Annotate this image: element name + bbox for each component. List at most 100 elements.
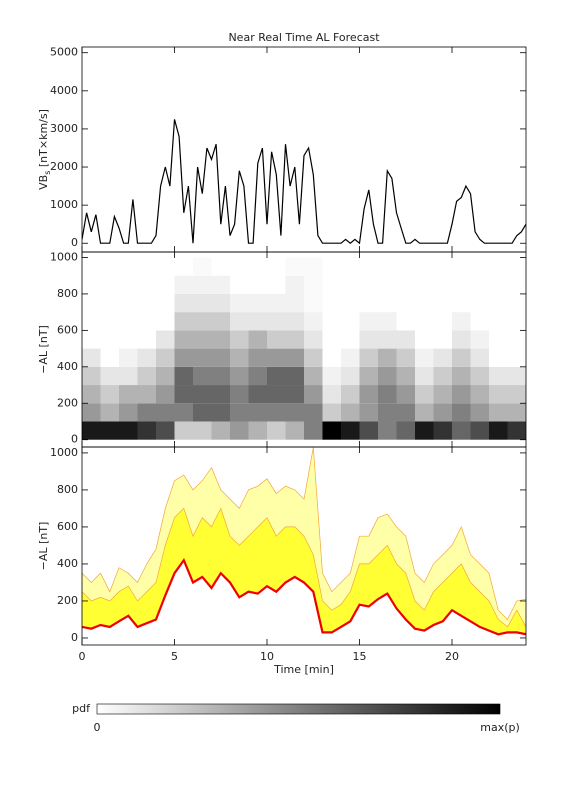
heat-cell bbox=[230, 257, 249, 276]
heat-cell bbox=[156, 403, 175, 422]
heat-cell bbox=[322, 293, 341, 313]
plot-area bbox=[82, 257, 526, 440]
heat-cell bbox=[489, 385, 508, 404]
heat-cell bbox=[378, 348, 397, 367]
y-tick-label: 4000 bbox=[50, 84, 78, 97]
y-tick-label: 1000 bbox=[50, 198, 78, 211]
heat-cell bbox=[230, 366, 249, 386]
heat-cell bbox=[378, 275, 397, 294]
heat-cell bbox=[489, 348, 508, 367]
heat-cell bbox=[100, 257, 119, 276]
heat-cell bbox=[415, 385, 434, 404]
heat-cell bbox=[211, 275, 230, 294]
heat-cell bbox=[322, 275, 341, 294]
colorbar-max: max(p) bbox=[480, 721, 520, 734]
y-tick-label: 200 bbox=[57, 396, 78, 409]
heat-cell bbox=[378, 421, 397, 440]
heat-cell bbox=[322, 385, 341, 404]
heat-cell bbox=[452, 348, 471, 367]
y-tick-label: 3000 bbox=[50, 122, 78, 135]
heat-cell bbox=[341, 366, 360, 386]
heat-cell bbox=[82, 348, 101, 367]
heat-cell bbox=[119, 348, 138, 367]
heat-cell bbox=[507, 312, 526, 331]
heat-cell bbox=[396, 257, 415, 276]
heat-cell bbox=[396, 330, 415, 349]
heat-cell bbox=[193, 275, 212, 294]
heat-cell bbox=[285, 421, 304, 440]
y-tick-label: 400 bbox=[57, 360, 78, 373]
heat-cell bbox=[415, 330, 434, 349]
heat-cell bbox=[396, 275, 415, 294]
colorbar-label: pdf bbox=[72, 702, 91, 715]
heat-cell bbox=[137, 403, 156, 422]
heat-cell bbox=[507, 403, 526, 422]
heat-cell bbox=[378, 330, 397, 349]
heat-cell bbox=[304, 330, 323, 349]
heat-cell bbox=[396, 348, 415, 367]
heat-cell bbox=[82, 366, 101, 386]
heat-cell bbox=[433, 403, 452, 422]
x-axis-label: Time [min] bbox=[273, 663, 334, 676]
heat-cell bbox=[489, 421, 508, 440]
heat-cell bbox=[156, 293, 175, 313]
heat-cell bbox=[378, 366, 397, 386]
heat-cell bbox=[156, 257, 175, 276]
heat-cell bbox=[507, 385, 526, 404]
heat-cell bbox=[248, 257, 267, 276]
heat-cell bbox=[82, 257, 101, 276]
heat-cell bbox=[100, 330, 119, 349]
heat-cell bbox=[82, 293, 101, 313]
y-tick-label: 800 bbox=[57, 483, 78, 496]
heat-cell bbox=[489, 293, 508, 313]
heat-cell bbox=[137, 312, 156, 331]
heat-cell bbox=[470, 330, 489, 349]
heat-cell bbox=[341, 403, 360, 422]
heat-cell bbox=[285, 366, 304, 386]
band-edge bbox=[82, 507, 526, 628]
heat-cell bbox=[156, 348, 175, 367]
heat-cell bbox=[267, 257, 286, 276]
heat-cell bbox=[248, 330, 267, 349]
y-label-unit: [nT×km/s] bbox=[37, 109, 50, 171]
x-tick-label: 0 bbox=[79, 650, 86, 663]
y-tick-label: 0 bbox=[71, 433, 78, 446]
heat-cell bbox=[230, 330, 249, 349]
heat-cell bbox=[119, 312, 138, 331]
heat-cell bbox=[452, 293, 471, 313]
heat-cell bbox=[470, 257, 489, 276]
heat-cell bbox=[341, 421, 360, 440]
heat-cell bbox=[267, 385, 286, 404]
heat-cell bbox=[156, 275, 175, 294]
heat-cell bbox=[119, 330, 138, 349]
heat-cell bbox=[396, 421, 415, 440]
heat-cell bbox=[156, 421, 175, 440]
heat-cell bbox=[285, 293, 304, 313]
heat-cell bbox=[378, 293, 397, 313]
heat-cell bbox=[359, 293, 378, 313]
heat-cell bbox=[415, 293, 434, 313]
heat-cell bbox=[452, 312, 471, 331]
heat-cell bbox=[137, 275, 156, 294]
heat-cell bbox=[100, 403, 119, 422]
y-tick-label: 1000 bbox=[50, 250, 78, 263]
heat-cell bbox=[174, 348, 193, 367]
heat-cell bbox=[211, 403, 230, 422]
heat-cell bbox=[211, 421, 230, 440]
heat-cell bbox=[396, 312, 415, 331]
heat-cell bbox=[267, 366, 286, 386]
heat-cell bbox=[415, 403, 434, 422]
heat-cell bbox=[267, 421, 286, 440]
heat-cell bbox=[507, 366, 526, 386]
heat-cell bbox=[248, 385, 267, 404]
heat-cell bbox=[174, 421, 193, 440]
heat-cell bbox=[507, 330, 526, 349]
heat-cell bbox=[100, 293, 119, 313]
heat-cell bbox=[267, 348, 286, 367]
heat-cell bbox=[174, 312, 193, 331]
heat-cell bbox=[433, 385, 452, 404]
heat-cell bbox=[507, 293, 526, 313]
y-tick-label: 600 bbox=[57, 520, 78, 533]
y-tick-label: 5000 bbox=[50, 46, 78, 59]
heat-cell bbox=[470, 403, 489, 422]
